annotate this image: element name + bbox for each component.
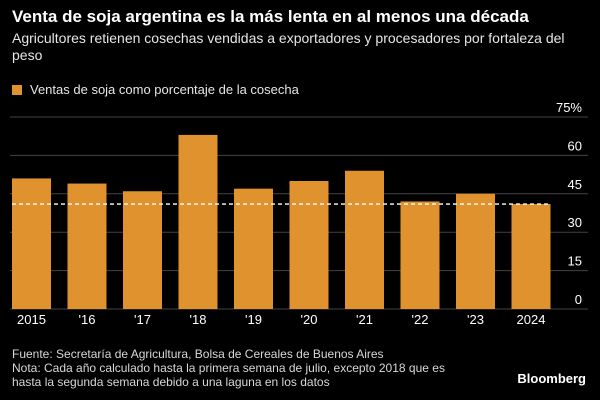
bar-22 bbox=[400, 201, 440, 309]
y-tick-label: 45 bbox=[568, 177, 582, 192]
bar-18 bbox=[178, 134, 218, 309]
legend-label: Ventas de soja como porcentaje de la cos… bbox=[30, 82, 299, 97]
x-tick-label: '17 bbox=[134, 312, 151, 327]
bar-19 bbox=[234, 188, 273, 309]
x-tick-label: '21 bbox=[356, 312, 373, 327]
bar-23 bbox=[456, 193, 495, 309]
x-tick-label: '16 bbox=[79, 312, 96, 327]
bar-16 bbox=[67, 183, 107, 309]
x-tick-label: '19 bbox=[245, 312, 262, 327]
y-tick-label: 15 bbox=[568, 254, 582, 269]
x-tick-label: 2015 bbox=[17, 312, 46, 327]
bar-17 bbox=[123, 191, 162, 309]
y-tick-label: 30 bbox=[568, 215, 582, 230]
y-tick-label: 75% bbox=[556, 100, 582, 115]
x-tick-label: '23 bbox=[467, 312, 484, 327]
x-tick-label: '20 bbox=[301, 312, 318, 327]
methodology-note-cont: hasta la segunda semana debido a una lag… bbox=[12, 375, 330, 389]
y-tick-label: 0 bbox=[575, 292, 582, 307]
legend: Ventas de soja como porcentaje de la cos… bbox=[12, 82, 299, 97]
x-tick-label: 2024 bbox=[517, 312, 546, 327]
brand-logo: Bloomberg bbox=[517, 371, 586, 386]
bar-20 bbox=[289, 181, 329, 309]
chart-subtitle: Agricultores retienen cosechas vendidas … bbox=[12, 30, 565, 63]
bar-chart: 0 15 30 45 60 75% 2015 '16 '17 '18 '19 '20 '21 '22 '23… bbox=[10, 100, 588, 327]
bar-2015 bbox=[12, 178, 51, 309]
chart-title: Venta de soja argentina es la más lenta … bbox=[12, 7, 529, 26]
x-tick-label: '18 bbox=[190, 312, 207, 327]
source-note: Fuente: Secretaría de Agricultura, Bolsa… bbox=[12, 347, 384, 361]
y-tick-label: 60 bbox=[568, 138, 582, 153]
footer-notes: Fuente: Secretaría de Agricultura, Bolsa… bbox=[12, 347, 492, 389]
bar-2024 bbox=[511, 204, 551, 309]
bar-21 bbox=[345, 170, 384, 309]
x-tick-label: '22 bbox=[412, 312, 429, 327]
methodology-note: Nota: Cada año calculado hasta la primer… bbox=[12, 361, 445, 375]
legend-swatch bbox=[12, 84, 22, 95]
